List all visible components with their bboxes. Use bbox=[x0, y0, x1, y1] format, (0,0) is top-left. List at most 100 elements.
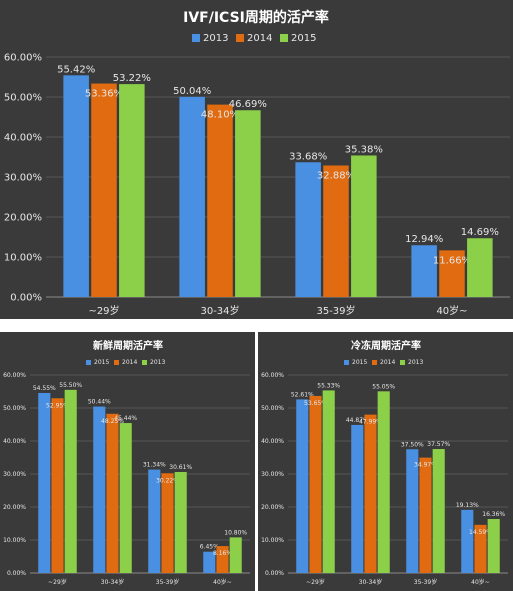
legend-swatch-2014 bbox=[372, 360, 377, 365]
y-tick-label: 60.00% bbox=[3, 372, 26, 379]
legend-swatch-2014 bbox=[236, 34, 244, 42]
x-tick-label: ~29岁 bbox=[88, 304, 119, 317]
y-tick-label: 60.00% bbox=[4, 53, 42, 64]
chart-title: 新鲜周期活产率 bbox=[93, 339, 163, 352]
y-tick-label: 60.00% bbox=[261, 372, 284, 379]
bar-2014-1 bbox=[207, 104, 233, 297]
bar-2014-2 bbox=[161, 473, 174, 573]
bar-2014-3 bbox=[439, 250, 465, 297]
bar-2015-0 bbox=[38, 392, 51, 573]
chart-frozen-panel: 冷冻周期活产率 2015 2014 2013 0.00% 10.00% 20.00% 30.0… bbox=[258, 332, 513, 591]
data-label-2014-3: 11.66% bbox=[433, 255, 471, 266]
data-label-2014-0: 52.95% bbox=[46, 402, 69, 409]
legend-label-2014: 2014 bbox=[247, 33, 272, 44]
x-tick-label: 30-34岁 bbox=[101, 578, 124, 586]
data-label-2015-3: 19.13% bbox=[456, 502, 479, 509]
bar-2013-0 bbox=[64, 389, 77, 573]
bar-2015-1 bbox=[93, 406, 106, 573]
bar-2015-0 bbox=[296, 399, 309, 573]
legend-label-2014: 2014 bbox=[122, 359, 137, 366]
bar-2015-1 bbox=[351, 424, 364, 573]
y-tick-label: 50.00% bbox=[3, 405, 26, 412]
bar-2014-0 bbox=[309, 395, 322, 573]
data-label-2013-2: 30.61% bbox=[169, 464, 192, 471]
data-label-2013-0: 55.50% bbox=[59, 382, 82, 389]
legend-swatch-2013 bbox=[400, 360, 405, 365]
legend-swatch-2013 bbox=[142, 360, 147, 365]
data-label-2013-3: 16.36% bbox=[482, 511, 505, 518]
data-label-2014-1: 48.25% bbox=[101, 418, 124, 425]
y-tick-label: 40.00% bbox=[261, 438, 284, 445]
y-tick-label: 30.00% bbox=[3, 471, 26, 478]
y-tick-label: 0.00% bbox=[7, 570, 26, 577]
data-label-2013-1: 50.04% bbox=[173, 86, 211, 97]
legend-swatch-2015 bbox=[344, 360, 349, 365]
bar-2013-3 bbox=[229, 537, 242, 573]
x-tick-label: 40岁~ bbox=[213, 578, 232, 586]
legend-swatch-2015 bbox=[280, 34, 288, 42]
y-tick-label: 20.00% bbox=[3, 504, 26, 511]
bar-2013-0 bbox=[322, 390, 335, 573]
data-label-2014-2: 30.22% bbox=[156, 477, 179, 484]
y-tick-label: 20.00% bbox=[261, 504, 284, 511]
data-label-2013-3: 12.94% bbox=[405, 234, 443, 245]
bar-2013-1 bbox=[377, 391, 390, 573]
bar-2014-2 bbox=[323, 165, 349, 297]
x-tick-label: 30-34岁 bbox=[359, 578, 382, 586]
y-tick-label: 20.00% bbox=[4, 213, 42, 224]
legend-label-2013: 2013 bbox=[408, 359, 423, 366]
bar-2015-2 bbox=[406, 449, 419, 573]
y-tick-label: 10.00% bbox=[3, 537, 26, 544]
data-label-2013-0: 55.33% bbox=[317, 382, 340, 389]
x-tick-label: 40岁~ bbox=[471, 578, 490, 586]
y-tick-label: 10.00% bbox=[4, 253, 42, 264]
x-tick-label: 40岁~ bbox=[436, 304, 467, 317]
chart-ivf-icsi: IVF/ICSI周期的活产率 2013 2014 2015 0.00% 10.00% 20.… bbox=[4, 9, 510, 317]
bar-2013-2 bbox=[432, 449, 445, 573]
data-label-2014-0: 53.65% bbox=[304, 400, 327, 407]
bar-2013-2 bbox=[174, 471, 187, 573]
y-tick-label: 40.00% bbox=[3, 438, 26, 445]
x-tick-label: ~29岁 bbox=[306, 578, 325, 586]
x-tick-label: 30-34岁 bbox=[200, 304, 239, 317]
data-label-2014-1: 47.99% bbox=[359, 419, 382, 426]
data-label-2015-1: 50.44% bbox=[88, 399, 111, 406]
bar-2014-2 bbox=[419, 457, 432, 573]
data-label-2015-2: 35.38% bbox=[345, 144, 383, 155]
y-tick-label: 30.00% bbox=[261, 471, 284, 478]
bar-2014-0 bbox=[91, 83, 117, 297]
bar-2014-3 bbox=[474, 524, 487, 573]
bar-2013-1 bbox=[119, 423, 132, 573]
chart-fresh-cycle: 新鲜周期活产率 2015 2014 2013 0.00% 10.00% 20.00% 30.0… bbox=[3, 339, 250, 586]
x-tick-label: 35-39岁 bbox=[156, 578, 179, 586]
data-label-2013-2: 33.68% bbox=[289, 151, 327, 162]
y-tick-label: 0.00% bbox=[265, 570, 284, 577]
y-tick-label: 30.00% bbox=[4, 173, 42, 184]
data-label-2014-1: 48.10% bbox=[201, 110, 239, 121]
bar-2015-2 bbox=[148, 469, 161, 573]
legend-label-2015: 2015 bbox=[94, 359, 109, 366]
data-label-2014-2: 32.88% bbox=[317, 170, 355, 181]
x-tick-label: ~29岁 bbox=[48, 578, 67, 586]
legend-label-2015: 2015 bbox=[291, 33, 316, 44]
bar-2015-2 bbox=[351, 155, 377, 297]
y-tick-label: 50.00% bbox=[4, 93, 42, 104]
data-label-2014-3: 14.59% bbox=[469, 529, 492, 536]
data-label-2015-2: 37.50% bbox=[401, 441, 424, 448]
bar-2013-3 bbox=[487, 519, 500, 573]
chart-frozen-cycle: 冷冻周期活产率 2015 2014 2013 0.00% 10.00% 20.00% 30.0… bbox=[261, 339, 508, 586]
bar-2013-0 bbox=[63, 75, 89, 297]
bar-2014-1 bbox=[364, 414, 377, 573]
legend-swatch-2014 bbox=[114, 360, 119, 365]
data-label-2015-3: 14.69% bbox=[461, 227, 499, 238]
y-tick-label: 50.00% bbox=[261, 405, 284, 412]
data-label-2015-0: 52.61% bbox=[291, 391, 314, 398]
bar-2013-2 bbox=[295, 162, 321, 297]
legend-label-2015: 2015 bbox=[352, 359, 367, 366]
chart-title: 冷冻周期活产率 bbox=[351, 339, 421, 352]
data-label-2013-1: 55.05% bbox=[372, 383, 395, 390]
data-label-2015-1: 44.87% bbox=[346, 417, 369, 424]
legend-label-2013: 2013 bbox=[203, 33, 228, 44]
data-label-2015-3: 6.45% bbox=[200, 544, 219, 551]
y-tick-label: 40.00% bbox=[4, 133, 42, 144]
